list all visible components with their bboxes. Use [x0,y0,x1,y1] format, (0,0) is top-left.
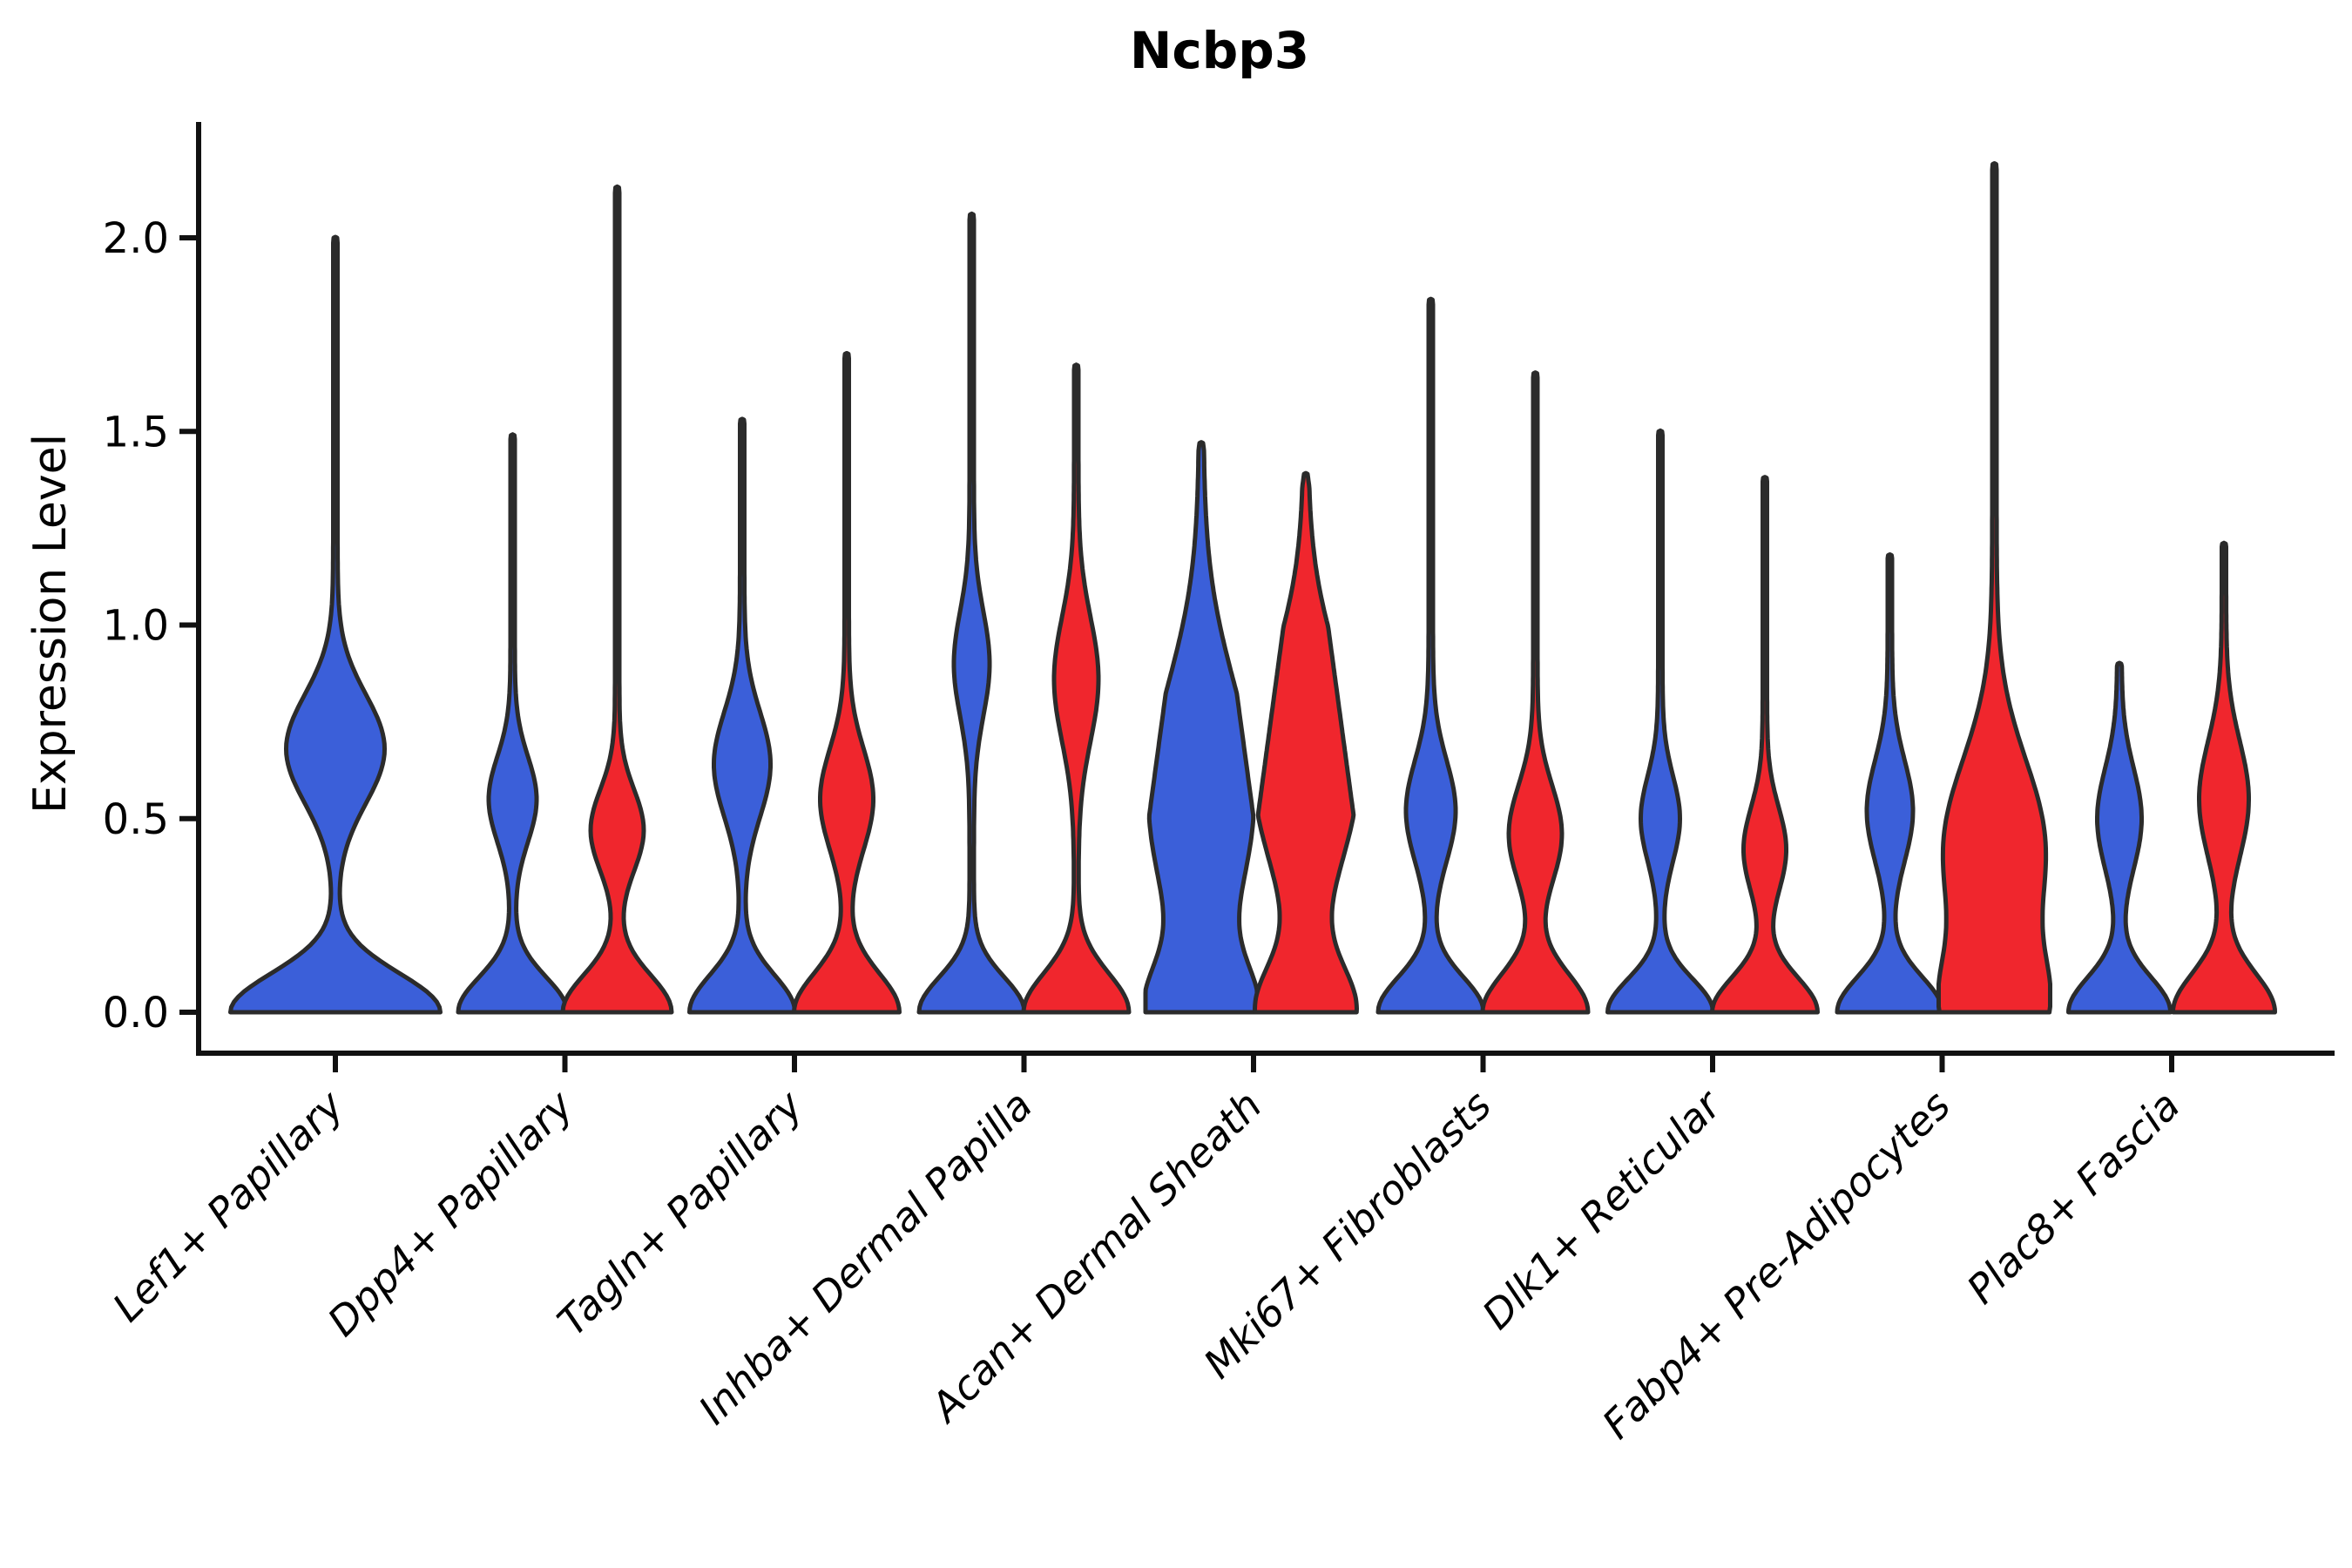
violin-lef1-papillary-blue [228,234,443,1015]
y-tick-label: 2.0 [103,214,169,263]
y-tick-label: 1.5 [103,408,169,456]
chart-title: Ncbp3 [1130,21,1309,80]
violin-dlk1-reticular-blue [1605,428,1715,1015]
violin-fabp4-pre-adipocytes-red [1936,161,2052,1015]
x-tick-label: Lef1+ Papillary [104,1081,353,1330]
violin-plac8-fascia-blue [2066,660,2173,1015]
x-tick-label: Tagln+ Papillary [548,1081,812,1345]
violin-mki67-fibroblasts-red [1480,370,1591,1015]
y-tick-label: 0.5 [103,795,169,844]
violin-inhba-dermal-papilla-blue [916,211,1027,1015]
axes-layer [179,122,2335,1072]
violin-tagln-papillary-red [792,350,902,1015]
x-tick-label: Plac8+ Fascia [1957,1082,2188,1313]
violin-inhba-dermal-papilla-red [1021,362,1132,1015]
violin-dpp4-papillary-blue [456,432,570,1015]
violin-layer [228,161,2277,1015]
x-tick-label: Dlk1+ Reticular [1473,1079,1732,1338]
y-tick-label: 0.0 [103,989,169,1037]
violin-acan-dermal-sheath-blue [1143,440,1260,1015]
violin-plac8-fascia-red [2171,540,2277,1015]
violin-fabp4-pre-adipocytes-blue [1835,552,1945,1015]
violin-dlk1-reticular-red [1710,475,1820,1015]
violin-dpp4-papillary-red [560,184,674,1015]
violin-acan-dermal-sheath-red [1253,470,1359,1015]
x-tick-label: Dpp4+ Papillary [319,1081,583,1345]
y-axis-label: Expression Level [24,434,77,814]
violin-tagln-papillary-blue [687,416,797,1015]
violin-mki67-fibroblasts-blue [1375,296,1486,1015]
y-tick-label: 1.0 [103,602,169,651]
